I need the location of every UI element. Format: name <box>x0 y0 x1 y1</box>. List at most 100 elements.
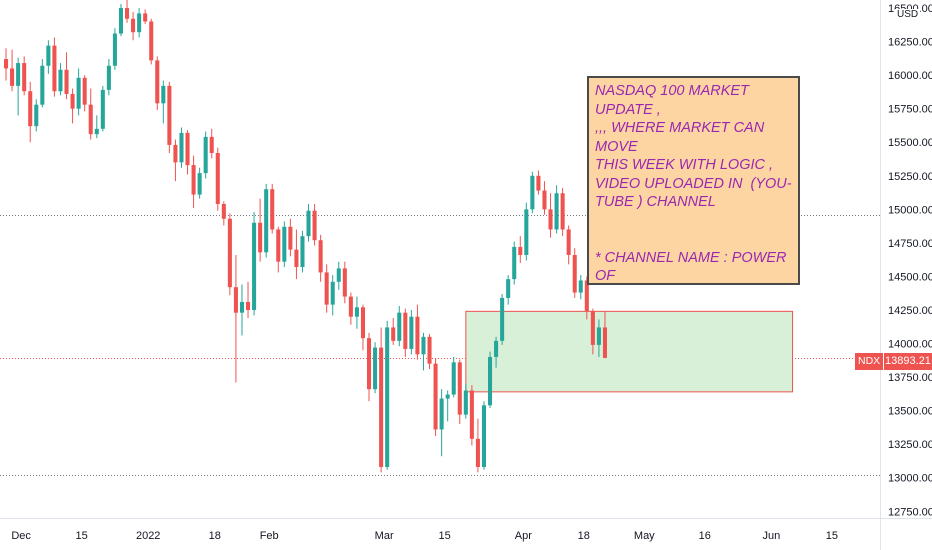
candle-body <box>360 307 365 339</box>
candle-body <box>233 287 238 313</box>
candle-body <box>385 327 390 468</box>
candle-body <box>488 356 493 406</box>
y-tick-label: 13250.00 <box>888 439 932 451</box>
candle-body <box>572 254 577 293</box>
candle-body <box>203 136 208 174</box>
candle-body <box>34 104 39 127</box>
candle-body <box>354 307 359 317</box>
last-price-badge: 13893.21 <box>884 353 932 370</box>
candle-body <box>500 297 505 341</box>
candle-body <box>445 394 450 399</box>
x-tick-label: 18 <box>209 530 221 542</box>
candle-body <box>143 13 148 22</box>
x-tick-label: 18 <box>578 530 590 542</box>
candle-body <box>596 327 601 345</box>
y-tick-label: 14250.00 <box>888 305 932 317</box>
candle-body <box>373 347 378 390</box>
x-tick-label: Feb <box>260 530 279 542</box>
candle-body <box>52 45 57 92</box>
y-tick-label: 16000.00 <box>888 70 932 82</box>
candle-body <box>173 144 178 163</box>
candle-body <box>137 13 142 33</box>
candle-body <box>457 362 462 415</box>
y-tick-label: 13000.00 <box>888 473 932 485</box>
candle-body <box>536 175 541 191</box>
candle-body <box>94 128 99 135</box>
candle-body <box>475 438 480 468</box>
candle-body <box>379 347 384 468</box>
candle-body <box>88 104 93 135</box>
y-tick-label: 16250.00 <box>888 37 932 49</box>
candle-body <box>252 222 257 310</box>
candle-body <box>167 85 172 145</box>
y-tick-label: 15750.00 <box>888 104 932 116</box>
x-tick-label: 15 <box>826 530 838 542</box>
candle-body <box>439 398 444 430</box>
candle-body <box>463 390 468 415</box>
x-tick-label: 2022 <box>136 530 160 542</box>
candle-body <box>270 189 275 230</box>
currency-label: USD <box>895 9 921 20</box>
candle-body <box>578 280 583 293</box>
candle-body <box>16 63 21 86</box>
x-tick-label: 15 <box>439 530 451 542</box>
candle-body <box>433 363 438 430</box>
candle-body <box>131 18 136 33</box>
support-zone <box>465 310 794 393</box>
candle-body <box>155 60 160 104</box>
candle-body <box>312 210 317 241</box>
candle-body <box>161 85 166 104</box>
candle-body <box>209 136 214 153</box>
candle-body <box>28 91 33 127</box>
candle-body <box>427 336 432 364</box>
candle-body <box>106 65 111 90</box>
candle-body <box>10 68 15 86</box>
candle-body <box>179 132 184 163</box>
candle-body <box>300 236 305 268</box>
candle-body <box>403 312 408 349</box>
y-tick-label: 15250.00 <box>888 171 932 183</box>
candle-body <box>469 390 474 439</box>
y-tick-label: 14750.00 <box>888 238 932 250</box>
candle-body <box>409 316 414 349</box>
x-tick-label: 15 <box>76 530 88 542</box>
candle-body <box>197 173 202 195</box>
x-tick-label: Apr <box>515 530 532 542</box>
candle-body <box>584 280 589 312</box>
symbol-badge: NDX <box>855 353 884 370</box>
candle-body <box>82 77 87 105</box>
candle-body <box>560 193 565 230</box>
annotation-note[interactable]: NASDAQ 100 MARKET UPDATE , ,,, WHERE MAR… <box>587 76 800 285</box>
y-tick-label: 13750.00 <box>888 372 932 384</box>
y-tick-label: 13500.00 <box>888 406 932 418</box>
candle-body <box>288 226 293 250</box>
candle-body <box>112 33 117 66</box>
candle-body <box>306 210 311 237</box>
candle-body <box>336 268 341 282</box>
candle-body <box>149 21 154 61</box>
candle-body <box>125 8 130 19</box>
candle-body <box>276 229 281 262</box>
y-tick-label: 14500.00 <box>888 271 932 283</box>
y-tick-label: 14000.00 <box>888 339 932 351</box>
candle-body <box>548 209 553 230</box>
candle-body <box>397 312 402 341</box>
candle-body <box>246 301 251 310</box>
candle-body <box>421 336 426 355</box>
candle-body <box>282 226 287 262</box>
candle-body <box>185 132 190 166</box>
candle-body <box>227 218 232 288</box>
candle-body <box>481 405 486 468</box>
candle-body <box>451 362 456 395</box>
y-tick-label: 12750.00 <box>888 506 932 518</box>
candle-body <box>215 152 220 204</box>
candle-body <box>22 63 27 92</box>
y-tick-label: 15500.00 <box>888 137 932 149</box>
candle-body <box>348 296 353 317</box>
candle-body <box>239 301 244 313</box>
candle-body <box>512 246 517 280</box>
candle-body <box>118 8 123 34</box>
candle-body <box>494 340 499 357</box>
